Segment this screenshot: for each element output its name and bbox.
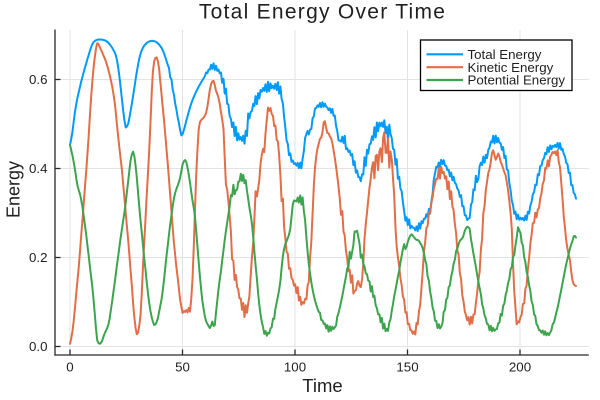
svg-text:Time: Time — [302, 375, 342, 396]
svg-text:150: 150 — [396, 360, 418, 375]
svg-text:Total Energy: Total Energy — [468, 47, 542, 62]
svg-text:Energy: Energy — [3, 161, 23, 218]
svg-text:Potential Energy: Potential Energy — [468, 73, 566, 88]
svg-text:Kinetic Energy: Kinetic Energy — [468, 60, 554, 75]
svg-text:0: 0 — [66, 360, 73, 375]
svg-text:0.4: 0.4 — [29, 161, 48, 176]
svg-text:0.0: 0.0 — [29, 339, 48, 354]
svg-text:50: 50 — [175, 360, 190, 375]
svg-text:100: 100 — [284, 360, 306, 375]
svg-text:0.6: 0.6 — [29, 72, 48, 87]
svg-text:200: 200 — [509, 360, 531, 375]
svg-text:Total Energy Over Time: Total Energy Over Time — [199, 1, 446, 24]
svg-text:0.2: 0.2 — [29, 250, 48, 265]
